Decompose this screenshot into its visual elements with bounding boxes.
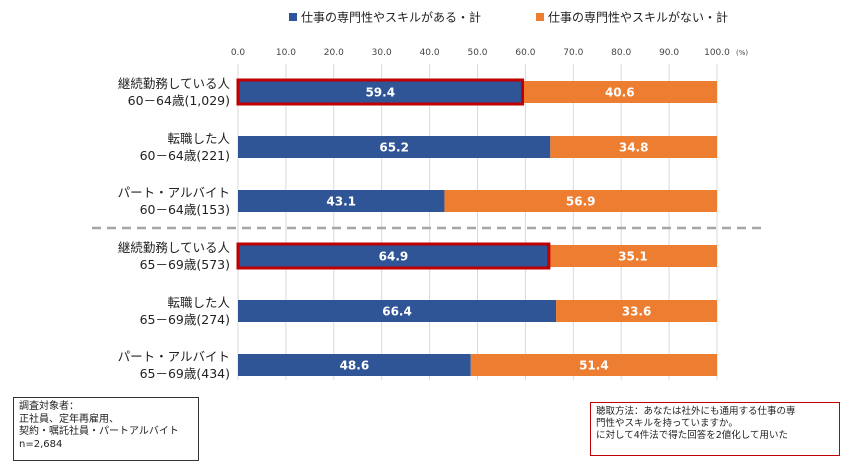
- data-label: 59.4: [365, 86, 395, 100]
- legend-swatch: [536, 13, 544, 21]
- bar-segment: [238, 245, 549, 267]
- survey-method-line: に対して4件法で得た回答を2値化して用いた: [596, 429, 789, 441]
- bar-segment: [548, 245, 717, 267]
- data-label: 48.6: [340, 359, 370, 373]
- bar-segment: [238, 81, 523, 103]
- data-label: 40.6: [605, 86, 635, 100]
- legend-label: 仕事の専門性やスキルがある・計: [301, 10, 481, 25]
- category-label: 65－69歳(573): [140, 257, 230, 272]
- survey-target-line: n=2,684: [19, 438, 63, 450]
- category-label: 65－69歳(274): [140, 312, 230, 327]
- x-tick-label: 20.0: [324, 48, 344, 58]
- x-tick-label: 0.0: [231, 48, 246, 58]
- survey-method-line: 聴取方法：あなたは社外にも通用する仕事の専: [596, 406, 796, 417]
- x-tick-label: 30.0: [372, 48, 392, 58]
- bar-segment: [550, 136, 717, 158]
- bar-segment: [470, 354, 717, 376]
- bar-segment: [556, 300, 717, 322]
- x-tick-label: 10.0: [276, 48, 296, 58]
- bar-segment: [238, 190, 445, 212]
- category-label: パート・アルバイト: [118, 349, 230, 364]
- bar-segment: [522, 81, 717, 103]
- x-tick-label: 90.0: [659, 48, 679, 58]
- bar-segment: [238, 136, 551, 158]
- data-label: 66.4: [382, 305, 412, 319]
- category-label: パート・アルバイト: [118, 185, 230, 200]
- bar-segment: [238, 300, 557, 322]
- x-tick-label: 100.0: [704, 48, 730, 58]
- data-label: 64.9: [379, 250, 409, 264]
- legend-label: 仕事の専門性やスキルがない・計: [548, 10, 728, 25]
- highlight-box: [236, 78, 525, 106]
- category-label: 転職した人: [167, 295, 230, 310]
- x-tick-label: 80.0: [611, 48, 631, 58]
- data-label: 43.1: [326, 195, 356, 209]
- survey-method-line: 門性やスキルを持っていますか。: [596, 417, 738, 429]
- highlight-box: [236, 242, 551, 270]
- survey-target-note: 調査対象者： 正社員、定年再雇用、 契約・嘱託社員・パートアルバイト n=2,6…: [13, 397, 199, 461]
- x-tick-label: 60.0: [515, 48, 535, 58]
- x-unit-label: (%): [736, 49, 748, 57]
- x-tick-label: 40.0: [420, 48, 440, 58]
- survey-target-line: 正社員、定年再雇用、: [19, 413, 119, 425]
- survey-target-line: 契約・嘱託社員・パートアルバイト: [19, 426, 179, 437]
- data-label: 65.2: [379, 141, 409, 155]
- legend-swatch: [289, 13, 297, 21]
- category-label: 65－69歳(434): [140, 366, 230, 381]
- survey-target-line: 調査対象者：: [19, 401, 79, 412]
- data-label: 34.8: [619, 141, 649, 155]
- category-label: 60－64歳(1,029): [128, 93, 230, 108]
- data-label: 35.1: [618, 250, 648, 264]
- x-tick-label: 70.0: [563, 48, 583, 58]
- category-label: 転職した人: [167, 131, 230, 146]
- data-label: 56.9: [566, 195, 596, 209]
- category-label: 継続勤務している人: [118, 76, 231, 91]
- bar-segment: [444, 190, 717, 212]
- category-label: 60－64歳(221): [140, 148, 230, 163]
- x-tick-label: 50.0: [467, 48, 487, 58]
- data-label: 33.6: [622, 305, 652, 319]
- category-label: 継続勤務している人: [118, 240, 231, 255]
- survey-method-note: 聴取方法：あなたは社外にも通用する仕事の専 門性やスキルを持っていますか。 に対…: [590, 402, 840, 456]
- bar-segment: [238, 354, 471, 376]
- category-label: 60－64歳(153): [140, 202, 230, 217]
- data-label: 51.4: [579, 359, 609, 373]
